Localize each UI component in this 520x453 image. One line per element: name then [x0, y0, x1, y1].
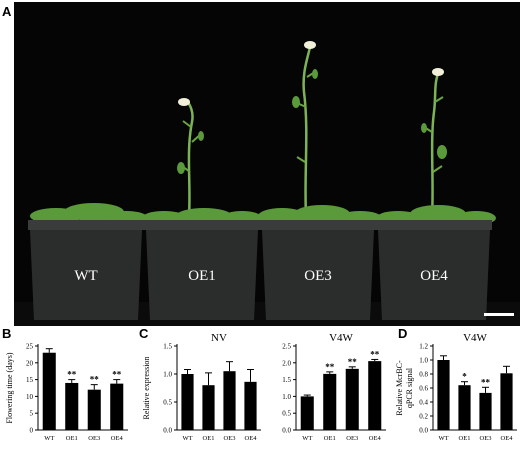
y-tick-label: 20 — [26, 359, 34, 367]
chart-d-mcrbc-signal: 0.0 0.2 0.4 0.6 0.8 1.0 1.2 WT * OE1 ** OE3 OE4 V4W Re… — [395, 332, 517, 442]
y-tick-label: 0.4 — [419, 399, 428, 407]
pot-label-oe3: OE3 — [304, 268, 332, 284]
panel-letter-c: C — [139, 326, 149, 341]
y-tick-label: 1.0 — [419, 357, 428, 365]
panel-letter-a: A — [2, 4, 12, 19]
bar — [437, 360, 450, 430]
y-tick-label: 0.0 — [282, 427, 291, 435]
significance-mark: * — [462, 372, 467, 382]
x-tick-label: OE3 — [346, 435, 358, 442]
bar — [458, 385, 471, 430]
x-tick-label: OE1 — [459, 435, 471, 442]
y-tick-label: 2.5 — [282, 343, 291, 351]
x-tick-label: OE4 — [501, 435, 514, 442]
x-tick-label: OE4 — [111, 435, 124, 442]
bar — [345, 368, 359, 430]
plant-oe4 — [421, 68, 447, 218]
pot-oe4: OE4 — [376, 220, 492, 320]
chart-c-v4w-expression: 0.0 0.5 1.0 1.5 2.0 2.5 WT ** OE1 ** OE3 ** OE4 V4W — [282, 332, 386, 442]
y-axis-label: qPCR signal — [405, 367, 414, 408]
y-tick-label: 10 — [26, 393, 34, 401]
significance-mark: ** — [481, 377, 491, 387]
y-tick-label: 5 — [30, 410, 34, 418]
plant-photo: WT OE1 OE3 OE4 — [14, 2, 520, 326]
y-tick-label: 0.6 — [419, 385, 428, 393]
scale-bar — [484, 313, 514, 316]
x-tick-label: WT — [438, 435, 448, 442]
x-tick-label: OE1 — [203, 435, 215, 442]
pot-label-oe4: OE4 — [420, 268, 448, 284]
significance-mark: ** — [348, 357, 358, 367]
bar — [323, 373, 337, 430]
bar — [479, 392, 492, 430]
x-tick-label: OE3 — [224, 435, 236, 442]
bar — [500, 373, 513, 430]
panel-letter-d: D — [398, 326, 408, 341]
bar — [223, 371, 236, 430]
significance-mark: ** — [325, 362, 335, 372]
plant-oe1 — [177, 98, 204, 218]
chart-c-nv-expression: 0.0 0.5 1.0 1.5 WT OE1 OE3 OE4 NV Relative expres… — [142, 332, 261, 442]
x-tick-label: OE4 — [369, 435, 382, 442]
y-tick-label: 25 — [26, 343, 34, 351]
y-tick-label: 0.0 — [419, 427, 428, 435]
pot-oe1: OE1 — [144, 220, 260, 320]
y-tick-label: 15 — [26, 376, 34, 384]
significance-mark: ** — [370, 349, 380, 359]
chart-b-flowering-time: 0 5 10 15 20 25 WT ** OE1 ** OE3 ** OE4 Flowering tim… — [5, 343, 128, 442]
pot-oe3: OE3 — [260, 220, 376, 320]
y-axis-label: Relative McrBC- — [395, 360, 404, 416]
y-tick-label: 0.8 — [419, 371, 428, 379]
x-tick-label: WT — [44, 435, 54, 442]
y-tick-label: 0.5 — [163, 399, 172, 407]
bar — [202, 385, 215, 430]
y-axis-label: Flowering time (days) — [5, 352, 14, 423]
y-tick-label: 1.2 — [419, 343, 428, 351]
panel-letter-b: B — [2, 326, 12, 341]
y-tick-label: 2.0 — [282, 359, 291, 367]
y-tick-label: 0 — [30, 427, 34, 435]
bar — [42, 352, 56, 430]
significance-mark: ** — [112, 370, 122, 380]
pot-label-oe1: OE1 — [188, 268, 216, 284]
pot-wt: WT — [28, 220, 144, 320]
plant-oe3 — [292, 41, 318, 218]
x-tick-label: WT — [302, 435, 312, 442]
chart-title: NV — [211, 332, 227, 344]
x-tick-label: OE1 — [324, 435, 336, 442]
x-tick-label: OE1 — [66, 435, 78, 442]
x-tick-label: OE4 — [245, 435, 258, 442]
bar — [87, 389, 101, 430]
y-tick-label: 0.5 — [282, 410, 291, 418]
chart-title: V4W — [329, 332, 353, 344]
bar — [368, 361, 382, 430]
bar — [181, 374, 194, 430]
chart-title: V4W — [463, 332, 487, 344]
y-tick-label: 1.5 — [282, 376, 291, 384]
bar — [110, 383, 124, 430]
pot-label-wt: WT — [74, 268, 97, 284]
x-tick-label: OE3 — [88, 435, 100, 442]
x-tick-label: OE3 — [480, 435, 492, 442]
bar — [244, 381, 257, 430]
y-axis-label: Relative expression — [142, 357, 151, 420]
bar — [300, 396, 314, 430]
significance-mark: ** — [67, 370, 77, 380]
significance-mark: ** — [90, 375, 100, 385]
y-tick-label: 0.2 — [419, 413, 428, 421]
y-tick-label: 0.0 — [163, 427, 172, 435]
bar — [65, 382, 79, 430]
y-tick-label: 1.0 — [163, 371, 172, 379]
x-tick-label: WT — [182, 435, 192, 442]
y-tick-label: 1.0 — [282, 393, 291, 401]
y-tick-label: 1.5 — [163, 343, 172, 351]
